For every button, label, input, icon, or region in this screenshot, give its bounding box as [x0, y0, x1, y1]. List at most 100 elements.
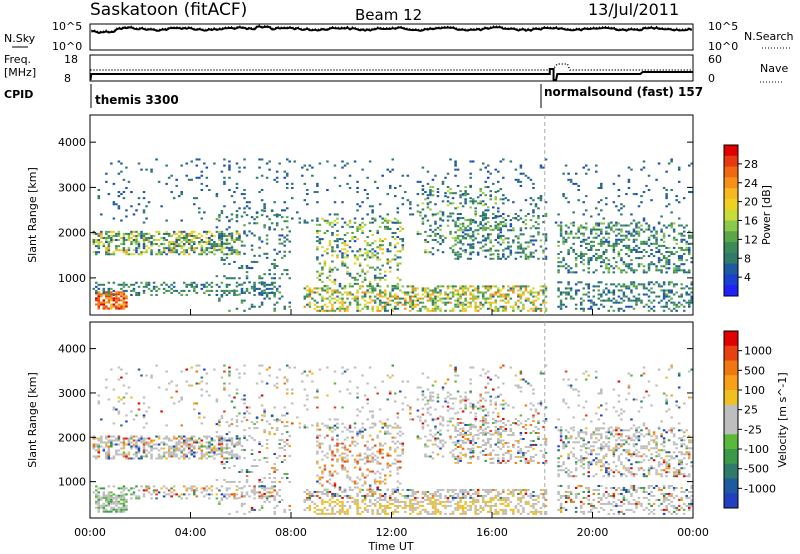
- power-cell: [326, 287, 329, 290]
- power-cell: [635, 248, 638, 251]
- cpid-label: CPID: [4, 88, 33, 101]
- power-cell: [396, 236, 400, 239]
- power-cell: [378, 285, 382, 288]
- velocity-cell: [414, 502, 417, 505]
- power-cell: [122, 191, 126, 194]
- power-cell: [122, 301, 126, 304]
- power-cell: [635, 250, 638, 254]
- power-cell: [213, 245, 216, 248]
- power-cell: [162, 247, 166, 250]
- velocity-cell: [160, 457, 163, 460]
- power-cell: [489, 241, 492, 244]
- power-cell: [479, 200, 482, 203]
- power-cell: [589, 232, 593, 235]
- power-cell: [524, 219, 528, 222]
- velocity-cell: [316, 474, 319, 477]
- velocity-cell: [479, 510, 482, 513]
- power-cell: [388, 227, 392, 230]
- velocity-cell: [316, 450, 319, 453]
- power-cell: [120, 295, 123, 298]
- power-cell: [132, 283, 136, 286]
- velocity-cell: [210, 455, 214, 458]
- velocity-cell: [205, 485, 209, 488]
- power-cell: [670, 297, 673, 300]
- power-cell: [486, 301, 490, 304]
- power-cell: [326, 221, 329, 224]
- power-cell: [484, 223, 487, 226]
- velocity-cell: [105, 437, 108, 440]
- power-cell: [627, 265, 631, 268]
- power-cell: [459, 297, 462, 300]
- power-cell: [363, 272, 367, 275]
- power-cell: [532, 291, 535, 294]
- power-cell: [162, 238, 166, 242]
- power-cell: [321, 246, 324, 249]
- power-cell: [107, 289, 111, 292]
- velocity-cell: [107, 491, 111, 494]
- power-cell: [514, 303, 518, 306]
- velocity-cell: [170, 451, 173, 454]
- velocity-cell: [157, 435, 161, 438]
- velocity-cell: [235, 497, 239, 500]
- velocity-cell: [137, 449, 141, 452]
- power-cell: [326, 284, 329, 287]
- velocity-cell: [446, 496, 450, 499]
- power-cell: [429, 289, 432, 292]
- velocity-cell: [439, 488, 442, 491]
- power-cell: [632, 248, 636, 251]
- date-title: 13/Jul/2011: [588, 0, 679, 19]
- velocity-cell: [213, 445, 216, 448]
- power-cell: [150, 234, 153, 237]
- power-cell: [647, 281, 651, 284]
- velocity-cell: [497, 494, 500, 497]
- velocity-cell: [439, 500, 442, 503]
- power-cell: [180, 247, 183, 250]
- velocity-cell: [529, 494, 533, 497]
- power-cell: [205, 289, 209, 292]
- power-cell: [484, 212, 487, 215]
- power-cell: [265, 215, 269, 218]
- velocity-cell: [429, 498, 432, 501]
- velocity-cell: [409, 502, 412, 505]
- power-cell: [637, 265, 641, 268]
- power-cell: [419, 301, 422, 304]
- power-cell: [469, 257, 472, 260]
- power-cell: [205, 281, 209, 284]
- velocity-cell: [534, 512, 538, 515]
- power-cell: [635, 230, 638, 233]
- power-cell: [177, 230, 181, 233]
- power-cell: [489, 295, 492, 298]
- velocity-cell: [193, 485, 196, 488]
- velocity-cell: [182, 457, 186, 460]
- velocity-cell: [142, 447, 146, 450]
- power-cell: [592, 255, 596, 258]
- power-cell: [265, 256, 269, 259]
- velocity-cell: [165, 443, 168, 446]
- power-cell: [105, 180, 108, 183]
- power-cell: [351, 297, 354, 300]
- power-cell: [504, 295, 508, 298]
- power-cell: [534, 305, 538, 308]
- power-cell: [190, 241, 194, 244]
- velocity-cell: [313, 510, 317, 513]
- power-cell: [285, 269, 289, 272]
- velocity-cell: [522, 494, 525, 497]
- power-cell: [497, 215, 500, 218]
- power-cell: [497, 233, 500, 236]
- power-cell: [625, 263, 628, 266]
- power-cell: [612, 257, 616, 260]
- velocity-cell: [210, 449, 214, 452]
- velocity-cell: [235, 425, 239, 428]
- power-cell: [476, 291, 480, 294]
- power-cell: [238, 283, 241, 286]
- power-cell: [529, 251, 533, 254]
- power-cell: [225, 256, 229, 259]
- velocity-cell: [348, 496, 352, 499]
- power-cell: [426, 241, 430, 244]
- power-cell: [595, 303, 598, 306]
- velocity-cell: [429, 500, 432, 503]
- power-cell: [454, 243, 457, 246]
- velocity-cell: [208, 445, 211, 448]
- power-cell: [388, 293, 392, 296]
- velocity-cell: [288, 435, 291, 438]
